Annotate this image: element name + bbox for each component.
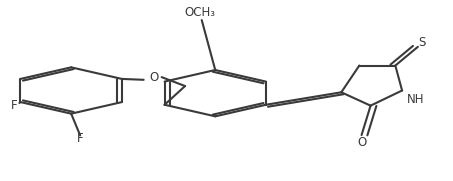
Text: OCH₃: OCH₃: [184, 7, 215, 20]
Text: NH: NH: [407, 93, 424, 106]
Text: O: O: [149, 71, 158, 84]
Text: O: O: [357, 136, 366, 149]
Text: S: S: [419, 36, 426, 49]
Text: F: F: [11, 99, 17, 112]
Text: F: F: [77, 132, 83, 145]
